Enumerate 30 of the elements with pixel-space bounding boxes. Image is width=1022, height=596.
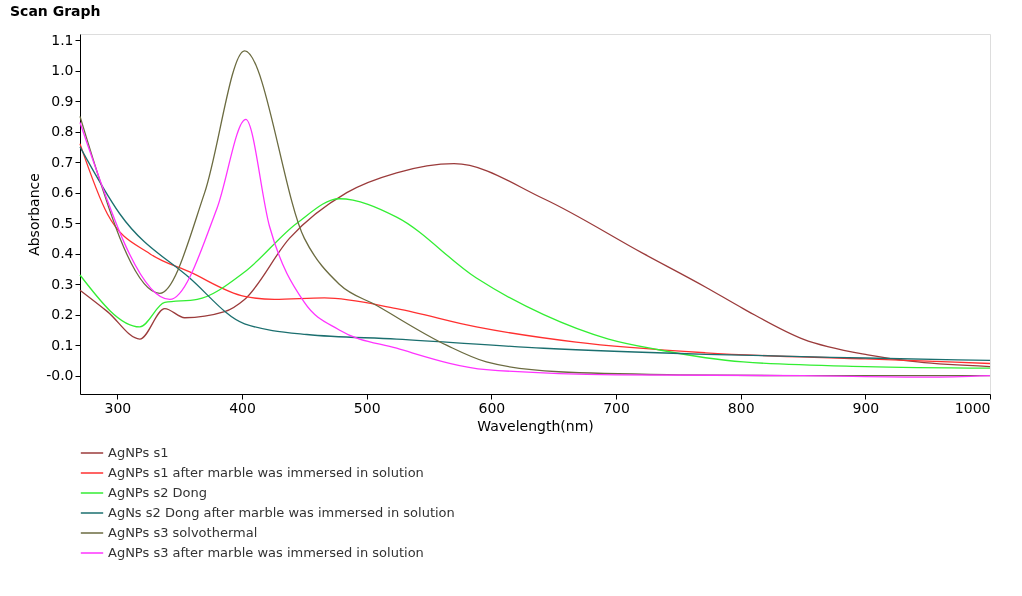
y-tick-label: -0.0 — [46, 367, 74, 384]
y-tick-label: 0.8 — [51, 123, 74, 140]
x-tick-label: 1000 — [954, 399, 991, 416]
y-tick-label: 0.4 — [51, 245, 74, 262]
legend-label: AgNs s2 Dong after marble was immersed in solution — [108, 505, 455, 520]
x-axis-title: Wavelength(nm) — [477, 417, 594, 434]
chart-title: Scan Graph — [10, 3, 101, 20]
y-tick-label: 1.1 — [51, 31, 74, 48]
y-tick-label: 0.6 — [51, 184, 74, 201]
x-tick-label: 700 — [603, 399, 630, 416]
y-tick-label: 0.7 — [51, 153, 74, 170]
legend-label: AgNPs s1 — [108, 445, 169, 460]
x-tick-label: 900 — [852, 399, 880, 416]
y-tick-label: 0.3 — [51, 275, 74, 292]
y-tick-label: 1.0 — [51, 62, 74, 79]
y-axis-title: Absorbance — [26, 173, 43, 256]
legend-label: AgNPs s1 after marble was immersed in solution — [108, 465, 424, 480]
line-series — [79, 198, 991, 369]
legend-label: AgNPs s3 solvothermal — [108, 525, 258, 540]
x-tick-label: 400 — [229, 399, 256, 416]
x-tick-label: 500 — [353, 399, 381, 416]
y-tick-label: 0.2 — [51, 306, 74, 323]
x-tick-label: 600 — [478, 399, 506, 416]
y-tick-label: 0.9 — [51, 92, 74, 109]
x-tick-label: 800 — [727, 399, 755, 416]
legend-label: AgNPs s3 after marble was immersed in solution — [108, 545, 424, 560]
legend-label: AgNPs s2 Dong — [108, 485, 208, 500]
y-tick-label: 0.1 — [51, 336, 74, 353]
y-tick-label: 0.5 — [51, 214, 74, 231]
x-tick-label: 300 — [104, 399, 132, 416]
